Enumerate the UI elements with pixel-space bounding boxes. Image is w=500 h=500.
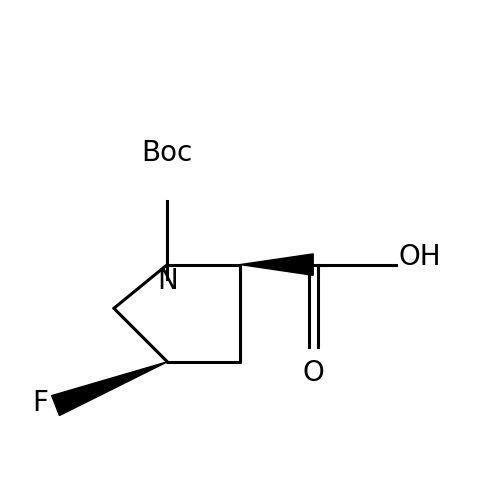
Polygon shape xyxy=(240,254,313,276)
Polygon shape xyxy=(52,362,168,416)
Text: F: F xyxy=(32,389,48,417)
Text: Boc: Boc xyxy=(142,140,193,168)
Text: N: N xyxy=(157,267,178,295)
Text: OH: OH xyxy=(398,244,441,272)
Text: O: O xyxy=(302,360,324,388)
